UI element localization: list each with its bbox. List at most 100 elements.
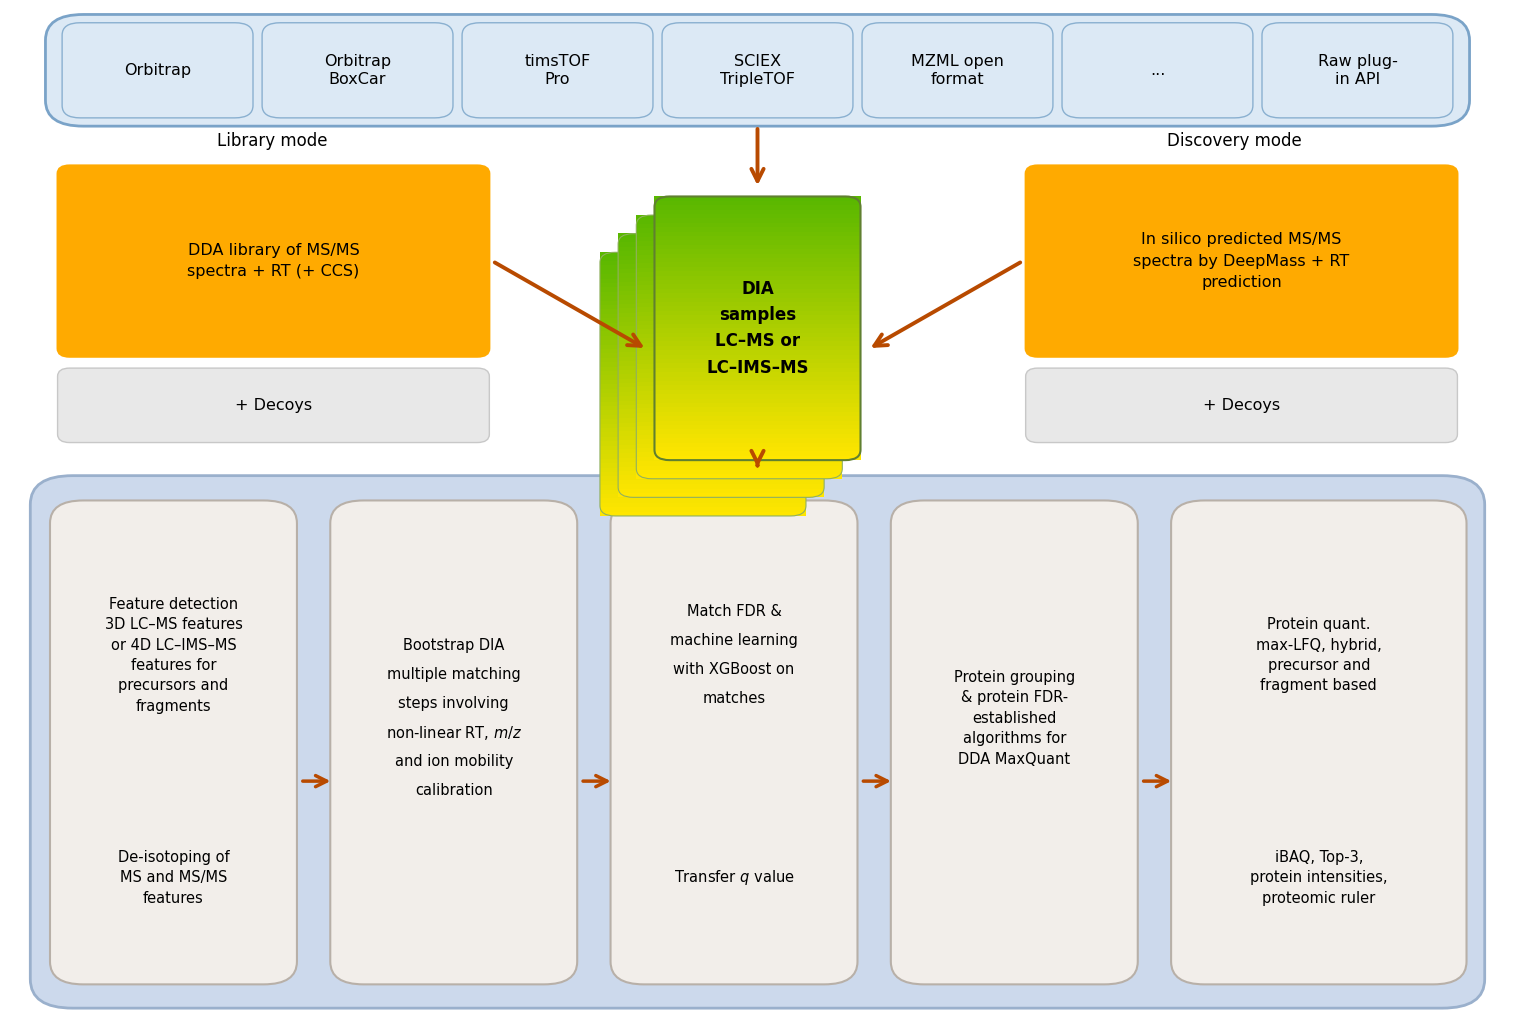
Bar (600, 507, 806, 512)
Bar (600, 436, 806, 442)
Bar (636, 325, 842, 329)
Bar (654, 231, 861, 236)
Bar (636, 258, 842, 264)
Bar (618, 330, 824, 335)
Bar (654, 376, 861, 381)
Bar (654, 424, 861, 429)
Bar (618, 396, 824, 400)
Bar (636, 413, 842, 417)
Text: and ion mobility: and ion mobility (394, 754, 514, 769)
FancyBboxPatch shape (862, 23, 1053, 118)
Bar (600, 331, 806, 336)
Bar (600, 489, 806, 494)
Bar (654, 354, 861, 359)
Bar (600, 462, 806, 467)
Bar (618, 466, 824, 472)
Bar (636, 337, 842, 342)
Bar (600, 256, 806, 261)
Bar (654, 402, 861, 407)
Text: Discovery mode: Discovery mode (1168, 132, 1301, 150)
Bar (600, 292, 806, 296)
Bar (618, 264, 824, 269)
Bar (618, 255, 824, 260)
Bar (654, 433, 861, 438)
Bar (618, 343, 824, 347)
Bar (600, 348, 806, 354)
Bar (600, 304, 806, 309)
Text: Library mode: Library mode (218, 132, 327, 150)
Bar (654, 328, 861, 333)
Bar (600, 415, 806, 419)
Bar (636, 469, 842, 475)
FancyBboxPatch shape (1062, 23, 1253, 118)
Bar (654, 222, 861, 227)
Bar (600, 432, 806, 436)
Text: Match FDR &: Match FDR & (686, 605, 782, 619)
Bar (654, 257, 861, 263)
Bar (654, 213, 861, 218)
Bar (618, 242, 824, 247)
Bar (600, 366, 806, 371)
Bar (618, 426, 824, 431)
Bar (654, 266, 861, 271)
Bar (654, 196, 861, 201)
Bar (636, 284, 842, 290)
Bar (618, 281, 824, 286)
Bar (636, 276, 842, 281)
Bar (618, 326, 824, 331)
Bar (654, 416, 861, 421)
Bar (636, 302, 842, 307)
Text: De-isotoping of
MS and MS/MS
features: De-isotoping of MS and MS/MS features (118, 850, 229, 906)
Bar (618, 347, 824, 353)
Bar (600, 401, 806, 406)
Bar (636, 382, 842, 387)
Bar (618, 404, 824, 409)
Bar (636, 452, 842, 457)
Text: Raw plug-
in API: Raw plug- in API (1318, 54, 1397, 87)
Bar (600, 379, 806, 384)
Bar (600, 322, 806, 327)
Bar (654, 367, 861, 372)
Bar (654, 205, 861, 210)
FancyBboxPatch shape (891, 500, 1138, 984)
Text: DIA
samples
LC–MS or
LC–IMS–MS: DIA samples LC–MS or LC–IMS–MS (706, 279, 809, 377)
Bar (618, 457, 824, 462)
Bar (636, 267, 842, 272)
Bar (618, 321, 824, 326)
Bar (654, 271, 861, 275)
Bar (618, 250, 824, 255)
Bar (618, 299, 824, 304)
Bar (654, 248, 861, 253)
Bar (636, 232, 842, 237)
Bar (600, 374, 806, 379)
Bar (654, 314, 861, 320)
Text: machine learning: machine learning (670, 634, 798, 648)
Bar (654, 451, 861, 456)
Text: Feature detection
3D LC–MS features
or 4D LC–IMS–MS
features for
precursors and
: Feature detection 3D LC–MS features or 4… (105, 597, 242, 713)
Bar (600, 282, 806, 287)
Bar (618, 408, 824, 414)
Bar (654, 262, 861, 267)
Bar (636, 272, 842, 276)
Bar (600, 450, 806, 454)
Bar (636, 407, 842, 413)
Bar (636, 249, 842, 254)
Bar (600, 296, 806, 301)
Text: non-linear RT, $\it{m/z}$: non-linear RT, $\it{m/z}$ (386, 724, 521, 741)
FancyBboxPatch shape (462, 23, 653, 118)
Text: with XGBoost on: with XGBoost on (673, 663, 795, 677)
Bar (618, 338, 824, 343)
Bar (654, 345, 861, 351)
Bar (618, 449, 824, 453)
Bar (618, 484, 824, 489)
Text: Protein grouping
& protein FDR-
established
algorithms for
DDA MaxQuant: Protein grouping & protein FDR- establis… (953, 670, 1076, 766)
Bar (636, 342, 842, 346)
Bar (636, 333, 842, 338)
Bar (618, 361, 824, 365)
Bar (636, 355, 842, 360)
Bar (618, 373, 824, 378)
Bar (636, 223, 842, 229)
Bar (636, 294, 842, 299)
Bar (636, 214, 842, 219)
Bar (600, 405, 806, 410)
